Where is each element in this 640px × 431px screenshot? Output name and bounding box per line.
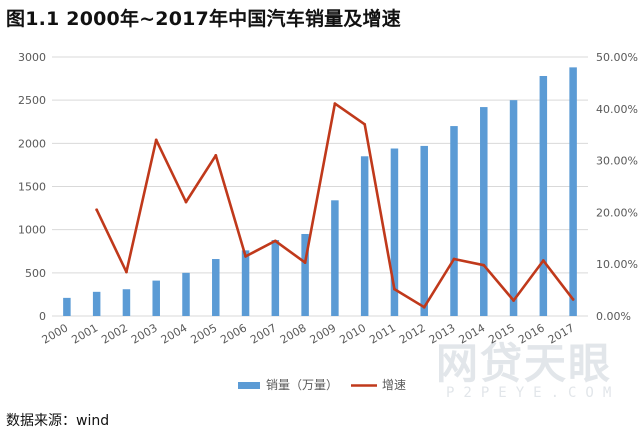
x-tick-label: 2000 [40, 321, 71, 346]
sales-bar [390, 148, 399, 316]
sales-bar [182, 272, 190, 316]
growth-point [154, 138, 158, 142]
x-tick-label: 2007 [248, 321, 279, 346]
y-right-tick-label: 0.00% [596, 310, 631, 323]
growth-point [95, 208, 99, 212]
y-right-tick-label: 10.00% [596, 258, 638, 271]
x-tick-label: 2008 [278, 321, 309, 346]
sales-bar [509, 100, 518, 317]
growth-point [571, 298, 575, 301]
x-tick-label: 2002 [99, 321, 130, 346]
x-tick-label: 2011 [367, 321, 398, 346]
x-tick-label: 2017 [546, 321, 577, 346]
x-tick-label: 2009 [308, 321, 339, 346]
x-tick-label: 2012 [397, 321, 428, 346]
sales-bar [241, 250, 250, 316]
sales-bar [420, 145, 428, 316]
sales-bar [301, 233, 309, 316]
y-left-tick-label: 3000 [18, 51, 46, 64]
growth-point [273, 239, 277, 243]
data-source: 数据来源：wind [6, 413, 110, 429]
growth-point [452, 257, 456, 261]
sales-bar [360, 156, 369, 316]
y-left-tick-label: 500 [25, 267, 46, 280]
sales-bar [92, 291, 101, 316]
watermark-url: P2PEYE.COM [446, 385, 621, 401]
y-right-tick-label: 40.00% [596, 103, 638, 116]
growth-point [363, 122, 367, 126]
sales-bar [450, 126, 458, 316]
growth-point [393, 287, 396, 291]
legend-label-growth: 增速 [382, 378, 406, 392]
x-tick-label: 2004 [159, 321, 190, 346]
sales-bar [569, 67, 577, 316]
chart-title: 图1.1 2000年~2017年中国汽车销量及增速 [6, 8, 401, 30]
sales-bar [212, 259, 220, 316]
y-left-tick-label: 1000 [18, 224, 46, 237]
y-right-tick-label: 30.00% [596, 155, 638, 168]
y-left-tick-label: 2500 [18, 94, 46, 107]
growth-point [482, 263, 486, 267]
x-tick-label: 2006 [218, 321, 249, 346]
x-tick-label: 2015 [486, 321, 517, 346]
sales-bar [331, 200, 339, 316]
growth-point [512, 299, 515, 302]
watermark-logo: 网贷天眼 [436, 339, 613, 388]
growth-point [303, 261, 307, 265]
x-tick-label: 2005 [189, 321, 220, 346]
y-right-tick-label: 20.00% [596, 206, 638, 219]
y-left-tick-label: 1500 [18, 181, 46, 194]
sales-bar [152, 280, 160, 316]
x-tick-label: 2016 [516, 321, 547, 346]
growth-point [541, 259, 545, 262]
x-tick-label: 2010 [337, 321, 368, 346]
growth-point [214, 154, 218, 157]
y-right-tick-label: 50.00% [596, 51, 638, 64]
x-tick-label: 2003 [129, 321, 160, 346]
x-tick-label: 2013 [427, 321, 458, 346]
growth-point [422, 305, 426, 309]
legend-swatch-sales [238, 382, 260, 389]
x-tick-label: 2014 [457, 321, 488, 346]
growth-point [184, 200, 188, 204]
x-tick-label: 2001 [69, 321, 100, 346]
growth-point [333, 102, 337, 106]
legend-label-sales: 销量（万量） [266, 378, 338, 392]
sales-bar [63, 297, 71, 316]
growth-point [244, 255, 247, 258]
sales-bar [480, 107, 488, 316]
sales-bar [271, 240, 280, 316]
y-left-tick-label: 2000 [18, 137, 46, 150]
growth-point [125, 270, 128, 274]
sales-bar [122, 289, 131, 316]
sales-bar [539, 75, 548, 316]
y-left-tick-label: 0 [39, 310, 46, 323]
